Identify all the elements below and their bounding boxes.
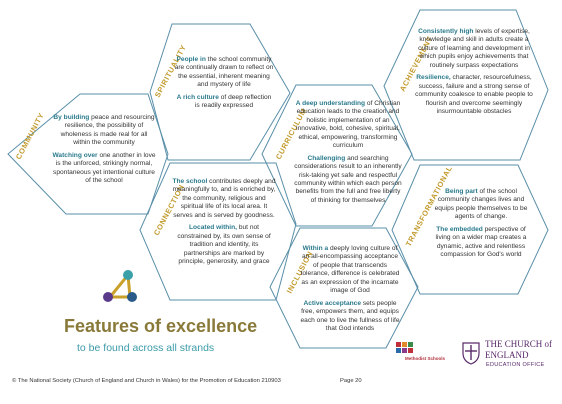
footer-copyright: © The National Society (Church of Englan… [12, 378, 281, 384]
highlight-text: Watching over [52, 151, 98, 159]
highlight-text: Resilience, [416, 74, 451, 82]
hex-transformational-content: Being part of the school community chang… [430, 188, 532, 264]
highlight-text: The embedded [436, 225, 483, 233]
highlight-text: A rich culture [176, 93, 219, 101]
coe-name-line1: THE CHURCH of [485, 339, 552, 349]
hex-inclusion-content: Within a deeply loving culture of an all… [300, 245, 400, 337]
hex-curriculum [261, 84, 413, 227]
connection-logo-icon [103, 270, 137, 302]
body-text: and searching considerations result to a… [294, 154, 402, 204]
highlight-text: Consistently high [418, 28, 474, 35]
church-of-england-crest-icon [462, 342, 480, 365]
body-text: levels of expertise, knowledge and skill… [418, 28, 530, 69]
highlight-text: Within a [302, 245, 329, 252]
hex-transformational [391, 164, 549, 295]
page-title: Features of excellence [64, 316, 258, 336]
hex-connection-content: The school contributes deeply and meanin… [172, 178, 276, 270]
body-text: but not constrained by, its own sense of… [177, 224, 271, 265]
hex-community [7, 93, 169, 215]
hex-spirituality-content: People in the school community are conti… [174, 56, 274, 115]
highlight-text: A deep understanding [295, 100, 366, 107]
body-text: perspective of living on a wider map cre… [435, 225, 527, 259]
body-text: peace and resourcing resilience, the pos… [60, 114, 155, 147]
body-text: sets people free, empowers them, and equ… [300, 299, 400, 332]
highlight-text: Located within, [189, 224, 237, 232]
strand-label-community: COMMUNITY [14, 111, 46, 161]
hex-spirituality [149, 23, 291, 161]
highlight-text: The school [172, 178, 208, 185]
methodist-schools-logo [396, 342, 413, 353]
body-text: character, resourcefulness, success, fai… [415, 74, 533, 115]
highlight-text: Active acceptance [303, 299, 361, 307]
hex-achievement-content: Consistently high levels of expertise, k… [415, 28, 533, 120]
page-number: Page 20 [340, 378, 362, 384]
hex-curriculum-content: A deep understanding of Christian educat… [292, 100, 404, 209]
body-text: one another in love is the unforced, str… [53, 151, 156, 185]
hex-achievement [383, 9, 549, 161]
page-subtitle: to be found across all strands [77, 342, 215, 354]
body-text: contributes deeply and meaningfully to, … [172, 178, 276, 219]
methodist-schools-text: Methodist Schools [405, 356, 446, 361]
coe-name-line2: ENGLAND [485, 350, 529, 360]
highlight-text: People in [176, 56, 206, 63]
highlight-text: Challenging [307, 154, 346, 162]
highlight-text: Being part [445, 188, 478, 195]
body-text: the school community are continually dra… [174, 56, 274, 89]
body-text: of Christian education leads to the crea… [296, 100, 401, 150]
body-text: deeply loving culture of an all-encompas… [300, 245, 400, 295]
body-text: of deep reflection is readily expressed [194, 93, 272, 110]
body-text: of the school community changes lives an… [434, 188, 528, 221]
hex-community-content: By building peace and resourcing resilie… [52, 114, 156, 190]
highlight-text: By building [53, 114, 90, 121]
coe-education-office: EDUCATION OFFICE [486, 362, 545, 368]
hex-inclusion [269, 227, 419, 349]
